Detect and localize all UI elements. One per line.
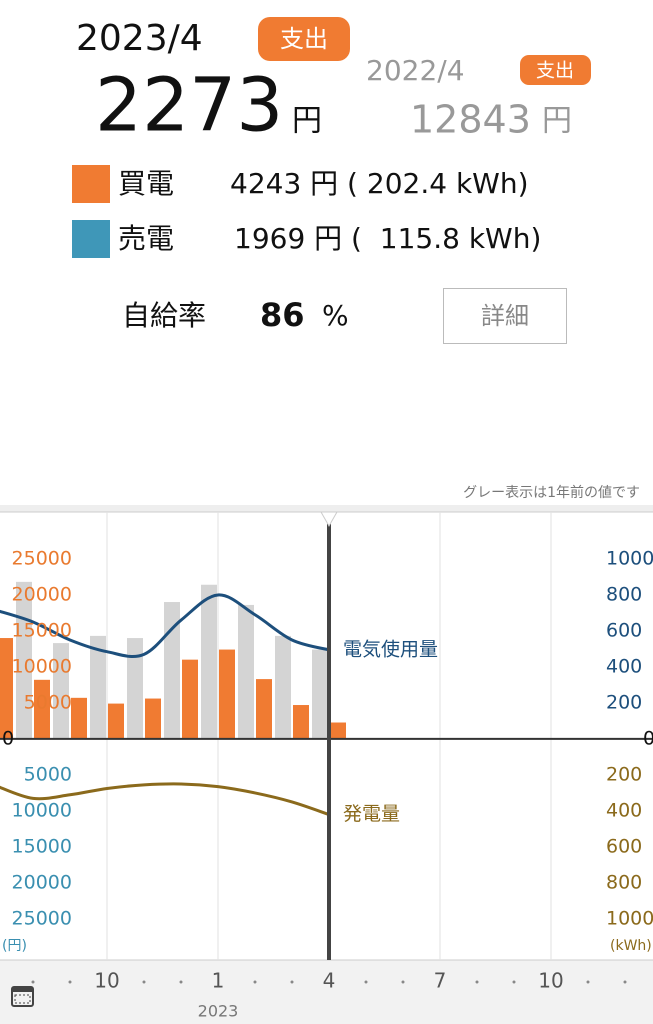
amount: 2273 [95,63,283,149]
x-tick-label: 4 [323,969,336,993]
legend-value: 4243 円 ( 202.4 kWh) [230,167,529,200]
y2-tick-label: 1000 [606,907,653,929]
year-label: 2023 [198,1002,239,1021]
y2-tick-label: 400 [606,655,642,677]
detail-button[interactable]: 詳細 [443,288,567,344]
month: 2023/4 [76,18,203,59]
bar [330,722,346,739]
x-tick-dot [401,980,405,984]
x-tick-label: 7 [434,969,447,993]
series-label: 発電量 [343,803,400,825]
x-tick-dot [68,980,72,984]
x-tick-dot [623,980,627,984]
x-axis-strip [0,960,653,1024]
y2-unit: (kWh) [610,938,652,954]
calendar-head[interactable] [12,987,33,992]
y2-tick-label: 400 [606,799,642,821]
y-tick-label: 0 [2,727,14,749]
button-label[interactable]: 詳細 [481,302,529,330]
y-tick-label: 20000 [12,583,72,605]
y-tick-label: 5000 [24,691,72,713]
badge-bg [258,17,350,61]
y-tick-label: 10000 [12,799,72,821]
x-tick-dot [31,980,35,984]
bar [127,638,143,739]
bar [219,649,235,739]
prev-amount: 12843 [410,98,531,142]
bar [34,679,50,739]
bar [164,602,180,739]
badge: 支出 [280,25,328,53]
x-tick-dot [475,980,479,984]
y-tick-label: 20000 [12,871,72,893]
ratio-unit: % [322,299,349,332]
x-tick-label: 10 [94,969,119,993]
y2-tick-label: 800 [606,871,642,893]
y2-tick-label: 200 [606,691,642,713]
cursor-notch [320,511,338,528]
x-tick-dot [290,980,294,984]
x-tick-dot [512,980,516,984]
line [0,593,330,659]
bar [145,698,161,739]
ratio-value: 86 [260,296,305,334]
legend-label: 売電 [118,222,174,255]
legend-swatch [72,165,110,203]
bar [275,635,291,739]
bar [293,705,309,739]
bar [0,638,13,739]
legend-swatch [72,220,110,258]
calendar-days[interactable] [14,994,31,1004]
y2-tick-label: 200 [606,763,642,785]
bar [312,649,328,739]
ratio-label: 自給率 [122,299,206,332]
legend-value: 1969 円 ( 115.8 kWh) [234,222,541,255]
bar [108,703,124,739]
y-tick-label: 10000 [12,655,72,677]
x-tick-dot [142,980,146,984]
y2-tick-label: 800 [606,583,642,605]
x-tick-dot [253,980,257,984]
bar [53,643,69,739]
line [0,782,330,816]
y-tick-label: 15000 [12,619,72,641]
y-tick-label: 25000 [12,907,72,929]
y-tick-label: 15000 [12,835,72,857]
bar [201,584,217,739]
y-tick-label: 5000 [24,763,72,785]
bar [90,635,106,739]
button-frame[interactable] [443,288,567,344]
series-label: 電気使用量 [343,638,438,660]
bar [256,679,272,739]
calendar-icon[interactable] [11,986,34,1007]
x-tick-label: 10 [538,969,563,993]
plot [0,512,653,960]
chart-note: グレー表示は1年前の値です [463,484,640,501]
x-tick-label: 1 [212,969,225,993]
x-tick-dot [364,980,368,984]
y2-tick-label: 600 [606,835,642,857]
bar [182,659,198,739]
legend-label: 買電 [118,167,174,200]
y-unit: (円) [2,938,27,954]
prev-badge: 支出 [536,60,574,82]
y2-tick-label: 0 [643,727,653,749]
y2-tick-label: 1000 [606,547,653,569]
chart-top-band [0,505,653,512]
bar [238,604,254,739]
prev-badge-bg [520,55,591,85]
prev-month: 2022/4 [366,54,465,87]
amount-unit: 円 [292,104,322,139]
y2-tick-label: 600 [606,619,642,641]
x-tick-dot [586,980,590,984]
prev-unit: 円 [542,104,572,139]
x-tick-dot [179,980,183,984]
y-tick-label: 25000 [12,547,72,569]
bar [71,697,87,739]
